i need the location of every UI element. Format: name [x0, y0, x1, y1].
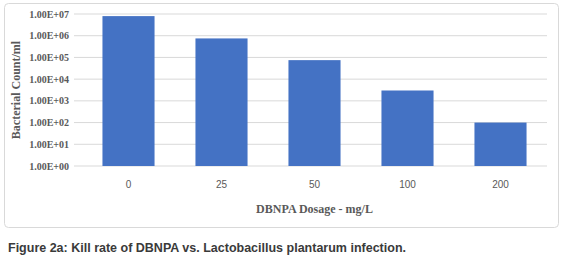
y-tick-label: 1.00E+05: [29, 52, 69, 63]
y-tick-label: 1.00E+04: [29, 74, 69, 85]
x-tick-label: 100: [399, 179, 416, 190]
bar: [381, 90, 433, 166]
y-tick-label: 1.00E+07: [29, 9, 69, 20]
x-tick-label: 50: [309, 179, 321, 190]
x-tick-label: 25: [216, 179, 228, 190]
grid-line: [74, 14, 547, 15]
y-axis-title: Bacterial Count/ml: [9, 40, 23, 139]
bar: [102, 16, 154, 166]
figure: 1.00E+00 1.00E+01 1.00E+02 1.00E+03 1.00E+04…: [0, 0, 563, 270]
x-tick-label: 200: [492, 179, 509, 190]
bar: [474, 123, 526, 166]
bar: [288, 60, 340, 166]
y-tick-label: 1.00E+00: [29, 161, 69, 172]
y-tick-label: 1.00E+03: [29, 95, 69, 106]
bar: [195, 38, 247, 166]
chart-frame: [5, 4, 559, 228]
bars: [102, 16, 526, 166]
chart: 1.00E+00 1.00E+01 1.00E+02 1.00E+03 1.00E+04…: [0, 0, 563, 270]
caption: Figure 2a: Kill rate of DBNPA vs. Lactob…: [8, 241, 406, 255]
y-tick-label: 1.00E+02: [29, 117, 69, 128]
x-axis-title: DBNPA Dosage - mg/L: [256, 202, 373, 216]
y-tick-label: 1.00E+01: [29, 139, 69, 150]
y-tick-label: 1.00E+06: [29, 30, 69, 41]
x-tick-label: 0: [126, 179, 132, 190]
